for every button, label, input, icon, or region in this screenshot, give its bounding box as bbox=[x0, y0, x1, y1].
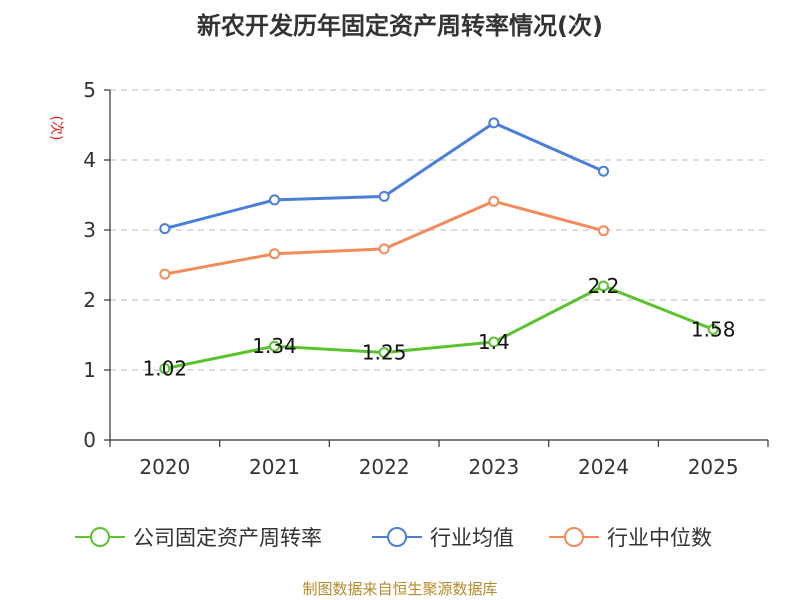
x-tick-label: 2023 bbox=[468, 455, 519, 479]
y-tick-label: 5 bbox=[83, 78, 96, 102]
y-tick-label: 3 bbox=[83, 218, 96, 242]
source-note: 制图数据来自恒生聚源数据库 bbox=[302, 580, 498, 598]
y-tick-label: 0 bbox=[83, 428, 96, 452]
chart-title: 新农开发历年固定资产周转率情况(次) bbox=[197, 12, 603, 40]
data-point[interactable] bbox=[488, 195, 500, 207]
data-point[interactable] bbox=[378, 190, 390, 202]
y-tick-label: 2 bbox=[83, 288, 96, 312]
x-tick-label: 2022 bbox=[359, 455, 410, 479]
legend-marker bbox=[90, 527, 110, 547]
data-point[interactable] bbox=[598, 225, 609, 237]
legend-label: 行业均值 bbox=[430, 526, 514, 550]
data-point[interactable] bbox=[598, 165, 609, 177]
x-tick-label: 2025 bbox=[688, 455, 739, 479]
gridlines bbox=[110, 89, 768, 371]
series bbox=[159, 117, 719, 375]
legend-item[interactable]: 行业均值 bbox=[372, 526, 514, 550]
data-point[interactable] bbox=[378, 243, 390, 255]
axes: (次) 0 1 2 3 4 5 2020 2021 2022 2023 2024 2025 bbox=[48, 78, 769, 479]
y-tick-label: 4 bbox=[83, 148, 96, 172]
data-point[interactable] bbox=[488, 336, 500, 348]
data-point[interactable] bbox=[488, 117, 500, 129]
legend-item[interactable]: 行业中位数 bbox=[549, 526, 712, 550]
data-point[interactable] bbox=[159, 223, 171, 235]
data-point[interactable] bbox=[378, 347, 390, 358]
x-tick-label: 2021 bbox=[249, 455, 300, 479]
data-label: 1.02 bbox=[143, 357, 188, 381]
data-point[interactable] bbox=[598, 280, 609, 292]
data-label: 1.4 bbox=[478, 330, 510, 354]
legend-item[interactable]: 公司固定资产周转率 bbox=[75, 526, 322, 550]
x-tick-label: 2020 bbox=[139, 455, 190, 479]
data-point[interactable] bbox=[159, 363, 171, 375]
legend-marker bbox=[564, 527, 584, 547]
data-point[interactable] bbox=[707, 323, 719, 335]
data-label: 1.34 bbox=[252, 334, 297, 358]
data-labels: 1.02 1.34 1.25 1.4 2.2 1.58 bbox=[143, 274, 736, 381]
series-line bbox=[164, 284, 714, 371]
y-axis-label: (次) bbox=[48, 116, 64, 141]
data-point[interactable] bbox=[269, 248, 280, 260]
data-label: 2.2 bbox=[588, 274, 620, 298]
legend[interactable]: 公司固定资产周转率 行业均值 行业中位数 bbox=[75, 526, 712, 550]
data-point[interactable] bbox=[269, 194, 280, 206]
legend-label: 公司固定资产周转率 bbox=[133, 526, 322, 550]
legend-marker bbox=[387, 527, 407, 547]
data-point[interactable] bbox=[159, 268, 171, 280]
legend-label: 行业中位数 bbox=[607, 526, 712, 550]
data-point[interactable] bbox=[269, 340, 280, 352]
y-tick-label: 1 bbox=[83, 358, 96, 382]
data-label: 1.25 bbox=[362, 341, 407, 365]
x-tick-label: 2024 bbox=[578, 455, 629, 479]
data-label: 1.58 bbox=[691, 317, 736, 341]
